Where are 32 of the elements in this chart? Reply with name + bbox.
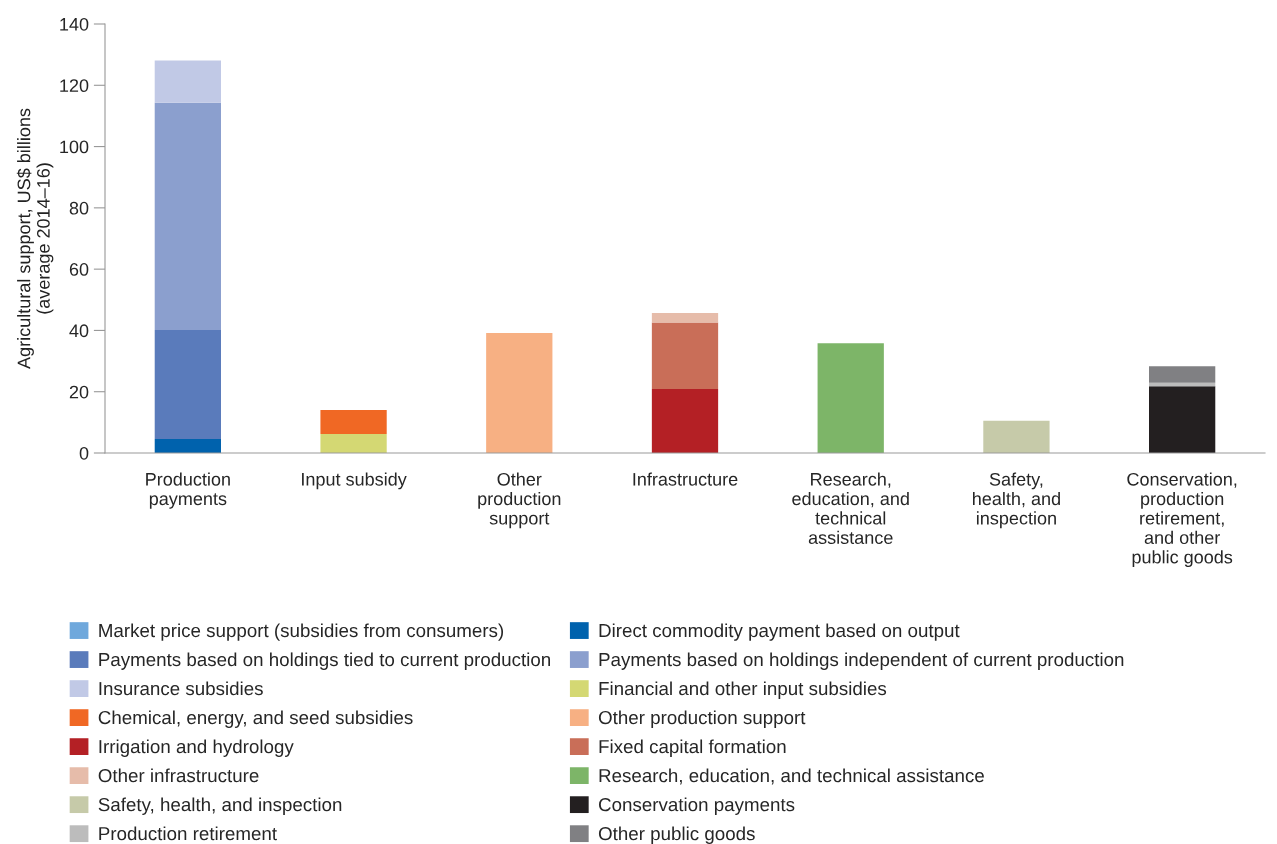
y-tick-label: 0 (79, 446, 89, 460)
legend-label: Safety, health, and inspection (98, 797, 342, 815)
x-tick-label: Production payments (146, 472, 230, 509)
x-tick-label: Other production support (478, 472, 561, 529)
y-tick-label: 80 (69, 201, 89, 215)
legend-label: Payments based on holdings independent of current production (599, 652, 1124, 670)
legend-label: Market price support (subsidies from consumers) (99, 623, 504, 641)
x-tick-label: Infrastructure (633, 472, 738, 486)
legend-label: Production retirement (99, 826, 277, 841)
legend-label: Chemical, energy, and seed subsidies (98, 710, 413, 728)
legend-label: Payments based on holdings tied to current production (99, 652, 550, 670)
y-tick-label: 40 (69, 324, 89, 338)
legend-label: Financial and other input subsidies (599, 681, 887, 699)
legend-label: Insurance subsidies (99, 681, 263, 696)
x-tick-label: Research, education, and technical assistance (792, 472, 909, 545)
legend-label: Fixed capital formation (599, 739, 786, 757)
x-tick-label: Conservation, production retirement, and other public goods (1127, 472, 1237, 568)
legend-label: Other public goods (598, 826, 755, 844)
y-tick-label: 20 (69, 385, 89, 399)
x-tick-label: Safety, health, and inspection (973, 472, 1060, 529)
y-axis-title: Agricultural support, US$ billions (average 2014–16) (16, 108, 54, 369)
legend-label: Other infrastructure (98, 768, 259, 783)
y-tick-label: 140 (60, 17, 89, 31)
y-tick-label: 100 (60, 140, 89, 154)
y-tick-label: 120 (60, 79, 89, 93)
legend-label: Research, education, and technical assistance (599, 768, 984, 785)
legend-label: Direct commodity payment based on output (599, 623, 960, 641)
legend-label: Conservation payments (599, 797, 795, 815)
legend-label: Irrigation and hydrology (99, 739, 294, 757)
y-tick-label: 60 (69, 263, 89, 276)
x-tick-label: Input subsidy (302, 472, 407, 490)
legend-label: Other production support (598, 710, 806, 728)
